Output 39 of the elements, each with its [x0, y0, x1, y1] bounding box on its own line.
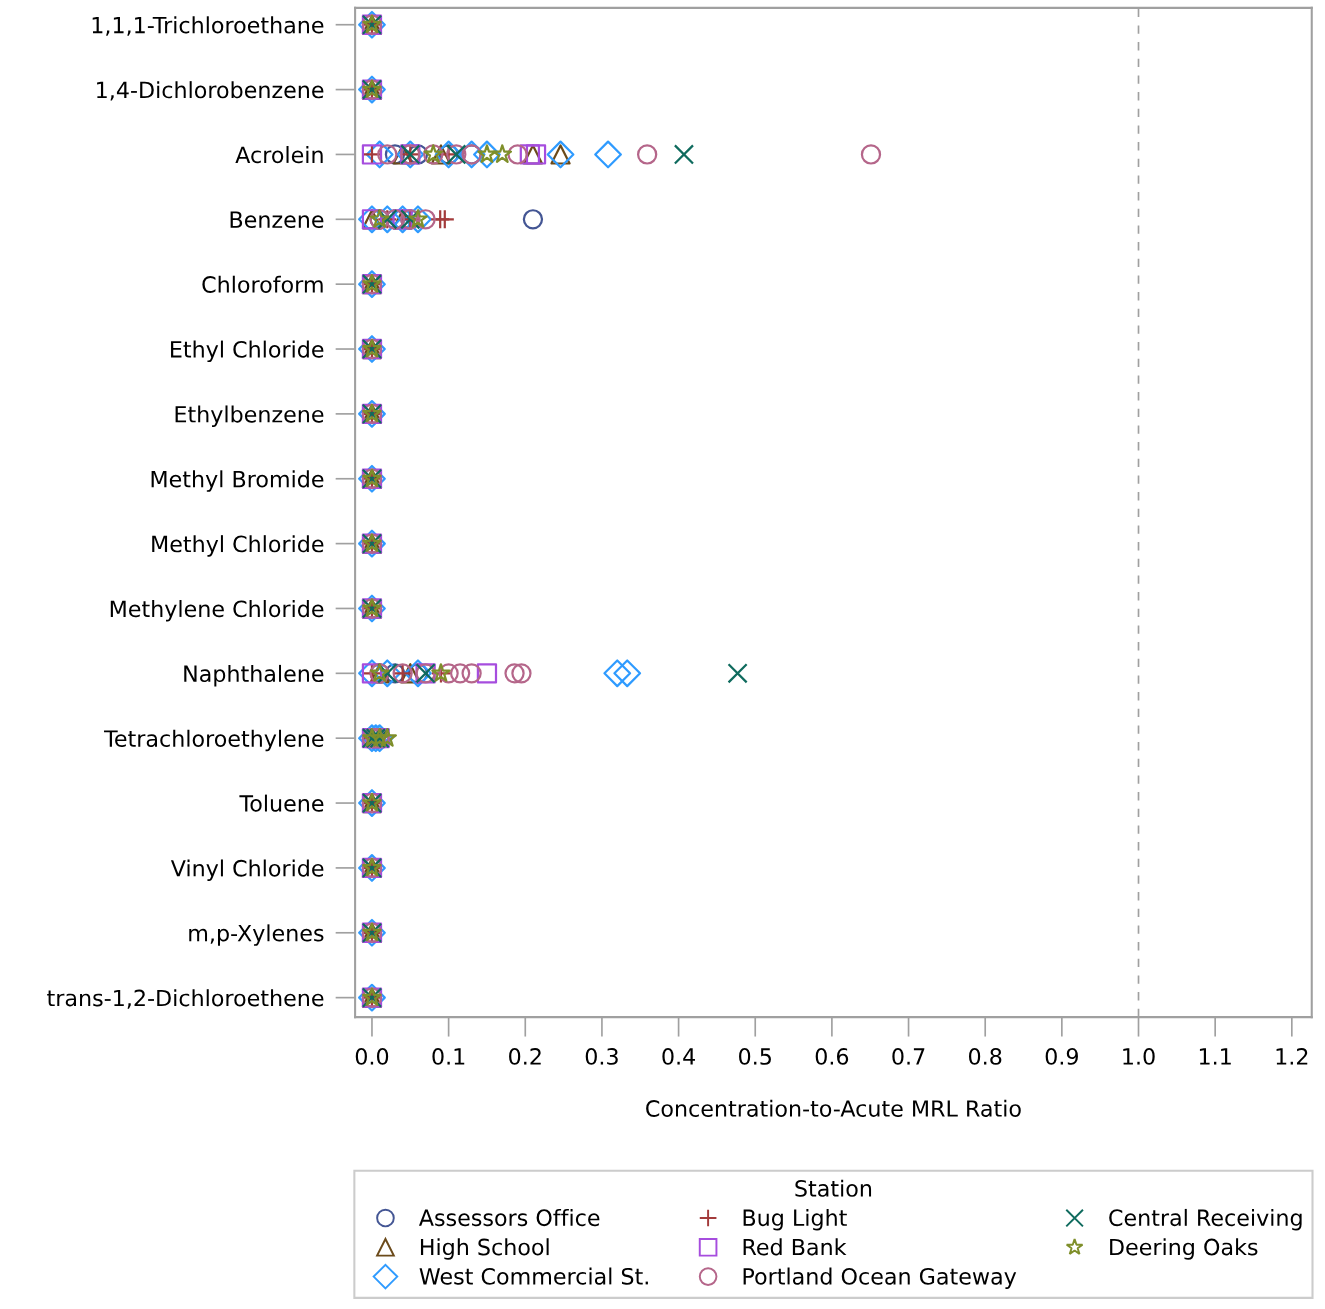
legend-label: Portland Ocean Gateway — [743, 1267, 1017, 1289]
legend-label: High School — [420, 1238, 549, 1260]
y-tick-label: 1,4-Dichlorobenzene — [97, 81, 324, 101]
y-tick-label: Ethyl Chloride — [171, 340, 324, 363]
x-tick-label: 1.1 — [1199, 1048, 1231, 1065]
y-tick-label: Vinyl Chloride — [170, 859, 324, 881]
y-tick-label: Methylene Chloride — [110, 600, 324, 622]
x-tick-label: 0.7 — [892, 1048, 925, 1065]
y-tick-label: Methyl Bromide — [151, 470, 324, 492]
x-axis-title: Concentration-to-Acute MRL Ratio — [646, 1099, 1021, 1117]
x-tick-label: 0.6 — [815, 1048, 849, 1065]
y-tick-label: Chloroform — [202, 275, 323, 293]
x-tick-label: 0.4 — [662, 1048, 696, 1065]
x-tick-label: 1.0 — [1123, 1048, 1155, 1065]
legend-label: Assessors Office — [418, 1208, 600, 1227]
legend-label: West Commercial St. — [419, 1267, 648, 1285]
x-tick-label: 0.2 — [509, 1048, 541, 1065]
y-tick-label: Acrolein — [235, 146, 323, 164]
y-tick-label: trans-1,2-Dichloroethene — [47, 989, 324, 1009]
legend-label: Central Receiving — [1109, 1208, 1302, 1231]
y-tick-label: Naphthalene — [184, 664, 324, 687]
legend-label: Deering Oaks — [1110, 1238, 1258, 1260]
x-tick-label: 0.1 — [432, 1048, 465, 1065]
x-tick-label: 1.2 — [1276, 1048, 1308, 1065]
legend-title: Station — [795, 1179, 872, 1197]
y-tick-label: Toluene — [239, 794, 324, 812]
y-tick-label: Ethylbenzene — [175, 405, 324, 427]
y-tick-label: Methyl Chloride — [152, 535, 324, 557]
y-tick-label: 1,1,1-Trichloroethane — [92, 16, 324, 36]
x-tick-label: 0.5 — [739, 1048, 771, 1065]
y-tick-label: m,p-Xylenes — [189, 924, 324, 946]
x-tick-label: 0.9 — [1045, 1048, 1078, 1065]
y-tick-label: Benzene — [230, 211, 324, 229]
y-tick-label: Tetrachloroethylene — [104, 729, 324, 752]
x-tick-label: 0.3 — [585, 1048, 618, 1065]
legend-label: Bug Light — [743, 1208, 847, 1231]
x-tick-label: 0.8 — [969, 1048, 1002, 1065]
legend-label: Red Bank — [743, 1238, 847, 1256]
x-tick-label: 0.0 — [355, 1048, 389, 1065]
